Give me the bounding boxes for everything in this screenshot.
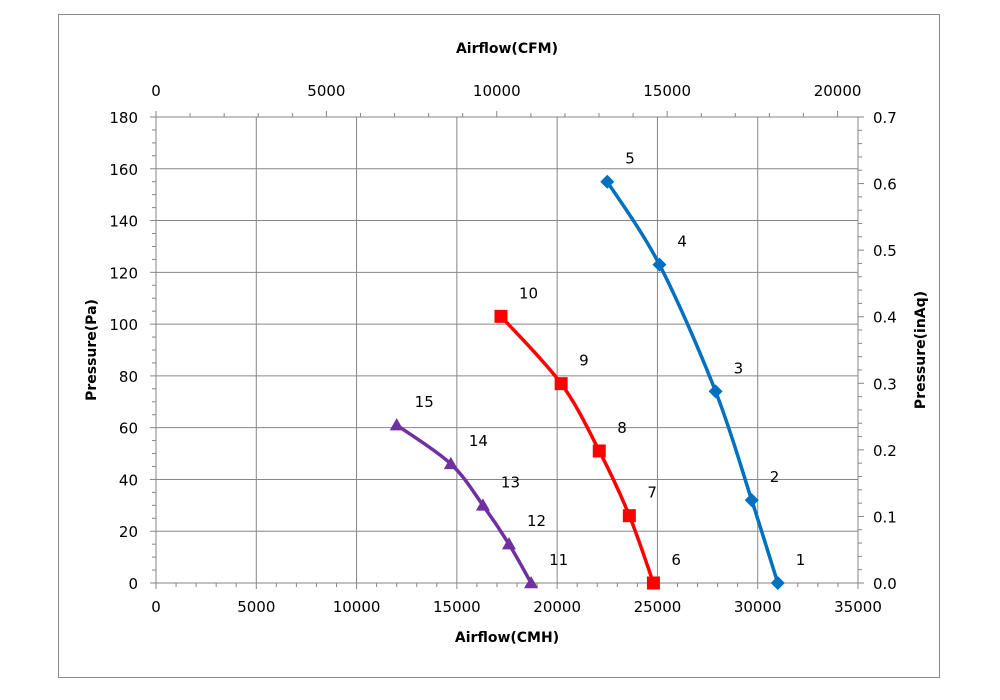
left-tick-label: 80 xyxy=(119,368,138,386)
diamond-marker xyxy=(770,576,785,590)
data-point-label: 2 xyxy=(770,468,780,486)
data-point-label: 1 xyxy=(796,551,806,569)
top-tick-label: 15000 xyxy=(643,82,691,100)
diamond-marker xyxy=(600,174,615,189)
right-tick-label: 0.6 xyxy=(873,176,897,194)
bottom-tick-label: 15000 xyxy=(433,598,481,616)
top-tick-label: 10000 xyxy=(473,82,521,100)
left-tick-label: 20 xyxy=(119,523,138,541)
triangle-marker xyxy=(502,537,517,550)
left-tick-label: 180 xyxy=(109,109,138,127)
bottom-tick-label: 30000 xyxy=(734,598,782,616)
left-tick-label: 100 xyxy=(109,316,138,334)
data-point-label: 8 xyxy=(617,419,627,437)
left-axis-title: Pressure(Pa) xyxy=(84,299,100,401)
right-tick-label: 0.4 xyxy=(873,309,897,327)
square-marker xyxy=(622,509,636,523)
data-point-label: 4 xyxy=(677,233,687,251)
data-point-label: 12 xyxy=(527,512,546,530)
data-point-label: 3 xyxy=(734,359,744,377)
data-point-label: 5 xyxy=(625,150,635,168)
top-tick-label: 0 xyxy=(151,82,161,100)
data-point-label: 7 xyxy=(647,484,657,502)
bottom-tick-label: 10000 xyxy=(333,598,381,616)
top-tick-label: 20000 xyxy=(814,82,862,100)
left-tick-label: 40 xyxy=(119,471,138,489)
data-series xyxy=(389,174,785,590)
left-tick-label: 160 xyxy=(109,161,138,179)
diamond-marker xyxy=(744,493,759,508)
left-tick-label: 140 xyxy=(109,213,138,231)
left-tick-label: 120 xyxy=(109,264,138,282)
data-point-label: 9 xyxy=(579,352,589,370)
data-point-label: 11 xyxy=(549,551,568,569)
bottom-tick-label: 0 xyxy=(151,598,161,616)
triangle-marker xyxy=(443,456,458,470)
bottom-tick-label: 20000 xyxy=(533,598,581,616)
left-tick-label: 0 xyxy=(128,575,138,593)
data-point-label: 6 xyxy=(671,551,681,569)
right-axis-title: Pressure(inAq) xyxy=(913,291,929,409)
axes xyxy=(150,111,864,589)
square-marker xyxy=(494,309,508,323)
top-axis-title: Airflow(CFM) xyxy=(456,41,558,57)
chart-frame xyxy=(58,14,940,678)
bottom-tick-label: 5000 xyxy=(237,598,275,616)
right-tick-label: 0.0 xyxy=(873,575,897,593)
top-tick-label: 5000 xyxy=(307,82,345,100)
right-tick-label: 0.1 xyxy=(873,508,897,526)
diamond-marker xyxy=(708,384,723,399)
triangle-marker xyxy=(389,418,404,431)
triangle-marker xyxy=(524,576,539,589)
triangle-marker xyxy=(475,498,490,511)
tick-labels: 0 5000 10000 15000 20000 25000 30000 35000 0 5000… xyxy=(109,82,897,616)
data-point-label: 13 xyxy=(501,473,520,491)
data-point-label: 14 xyxy=(469,432,488,450)
square-marker xyxy=(592,444,606,458)
grid-lines xyxy=(155,116,859,584)
right-tick-label: 0.5 xyxy=(873,242,897,260)
data-point-label: 15 xyxy=(415,393,434,411)
square-marker xyxy=(554,377,568,391)
diamond-marker xyxy=(652,257,667,272)
right-tick-label: 0.7 xyxy=(873,109,897,127)
left-tick-label: 60 xyxy=(119,420,138,438)
axis-titles: Airflow(CFM) Airflow(CMH) Pressure(Pa) Pres… xyxy=(84,41,929,646)
series-line-3 xyxy=(394,423,533,585)
bottom-tick-label: 35000 xyxy=(834,598,882,616)
right-tick-label: 0.2 xyxy=(873,442,897,460)
data-point-label: 10 xyxy=(519,284,538,302)
series-line-2 xyxy=(499,314,656,585)
bottom-tick-label: 25000 xyxy=(634,598,682,616)
right-tick-label: 0.3 xyxy=(873,375,897,393)
square-marker xyxy=(646,576,660,590)
bottom-axis-title: Airflow(CMH) xyxy=(455,630,559,646)
